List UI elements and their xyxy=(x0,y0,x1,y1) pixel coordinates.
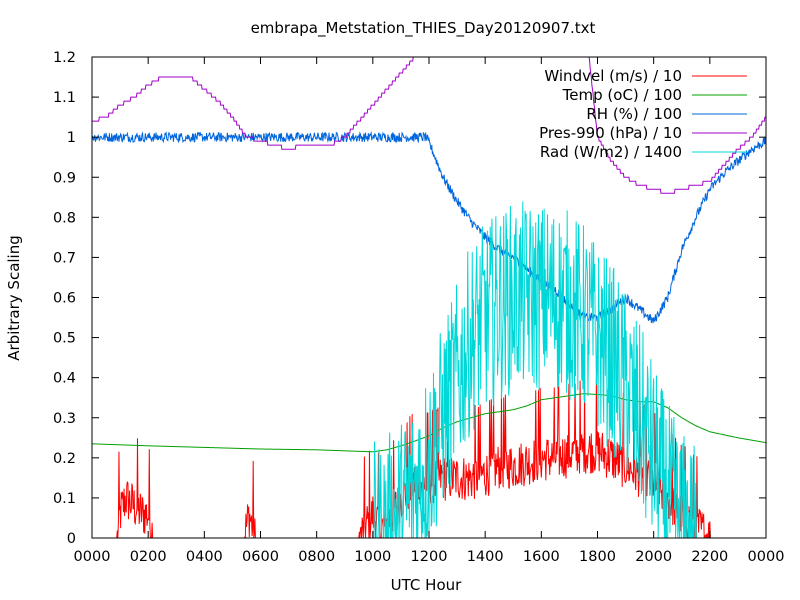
series-line xyxy=(92,57,766,194)
y-tick-label: 0.8 xyxy=(53,210,76,226)
legend-entry-label: Temp (oC) / 100 xyxy=(562,86,682,104)
series-line xyxy=(92,130,766,324)
legend-entry-label: Windvel (m/s) / 10 xyxy=(544,67,682,85)
x-tick-label: 1000 xyxy=(354,549,391,565)
series-line xyxy=(92,393,766,453)
y-tick-label: 1 xyxy=(67,130,76,146)
y-tick-label: 0.4 xyxy=(53,371,76,387)
x-tick-label: 1200 xyxy=(411,549,448,565)
x-tick-label: 0800 xyxy=(298,549,335,565)
x-tick-label: 0600 xyxy=(242,549,279,565)
y-tick-label: 1.2 xyxy=(53,50,76,66)
x-tick-label: 0000 xyxy=(74,549,111,565)
y-tick-label: 0.7 xyxy=(53,250,76,266)
y-tick-label: 0.9 xyxy=(53,170,76,186)
x-tick-label: 2000 xyxy=(635,549,672,565)
x-tick-label: 0200 xyxy=(130,549,167,565)
x-tick-label: 1600 xyxy=(523,549,560,565)
y-tick-label: 0.1 xyxy=(53,491,76,507)
series-line xyxy=(92,201,766,538)
y-axis-title: Arbitrary Scaling xyxy=(5,235,23,361)
y-tick-label: 0 xyxy=(67,531,76,547)
y-tick-label: 0.3 xyxy=(53,411,76,427)
legend-entry-label: Rad (W/m2) / 1400 xyxy=(540,143,682,161)
chart-title: embrapa_Metstation_THIES_Day20120907.txt xyxy=(251,19,596,38)
y-tick-label: 1.1 xyxy=(53,90,76,106)
x-tick-label: 0400 xyxy=(186,549,223,565)
x-tick-label: 1400 xyxy=(467,549,504,565)
legend-entry-label: RH (%) / 100 xyxy=(586,105,682,123)
y-tick-label: 0.5 xyxy=(53,331,76,347)
y-tick-label: 0.2 xyxy=(53,451,76,467)
y-tick-label: 0.6 xyxy=(53,291,76,307)
x-tick-label: 1800 xyxy=(579,549,616,565)
x-tick-label: 2200 xyxy=(691,549,728,565)
legend-entry-label: Pres-990 (hPa) / 10 xyxy=(539,124,682,142)
x-axis-title: UTC Hour xyxy=(391,576,462,594)
tick-layer: 0000 0200 0400 0600 0800 1000 1200 1400 1600 1800… xyxy=(53,50,785,565)
x-tick-label: 0000 xyxy=(748,549,785,565)
